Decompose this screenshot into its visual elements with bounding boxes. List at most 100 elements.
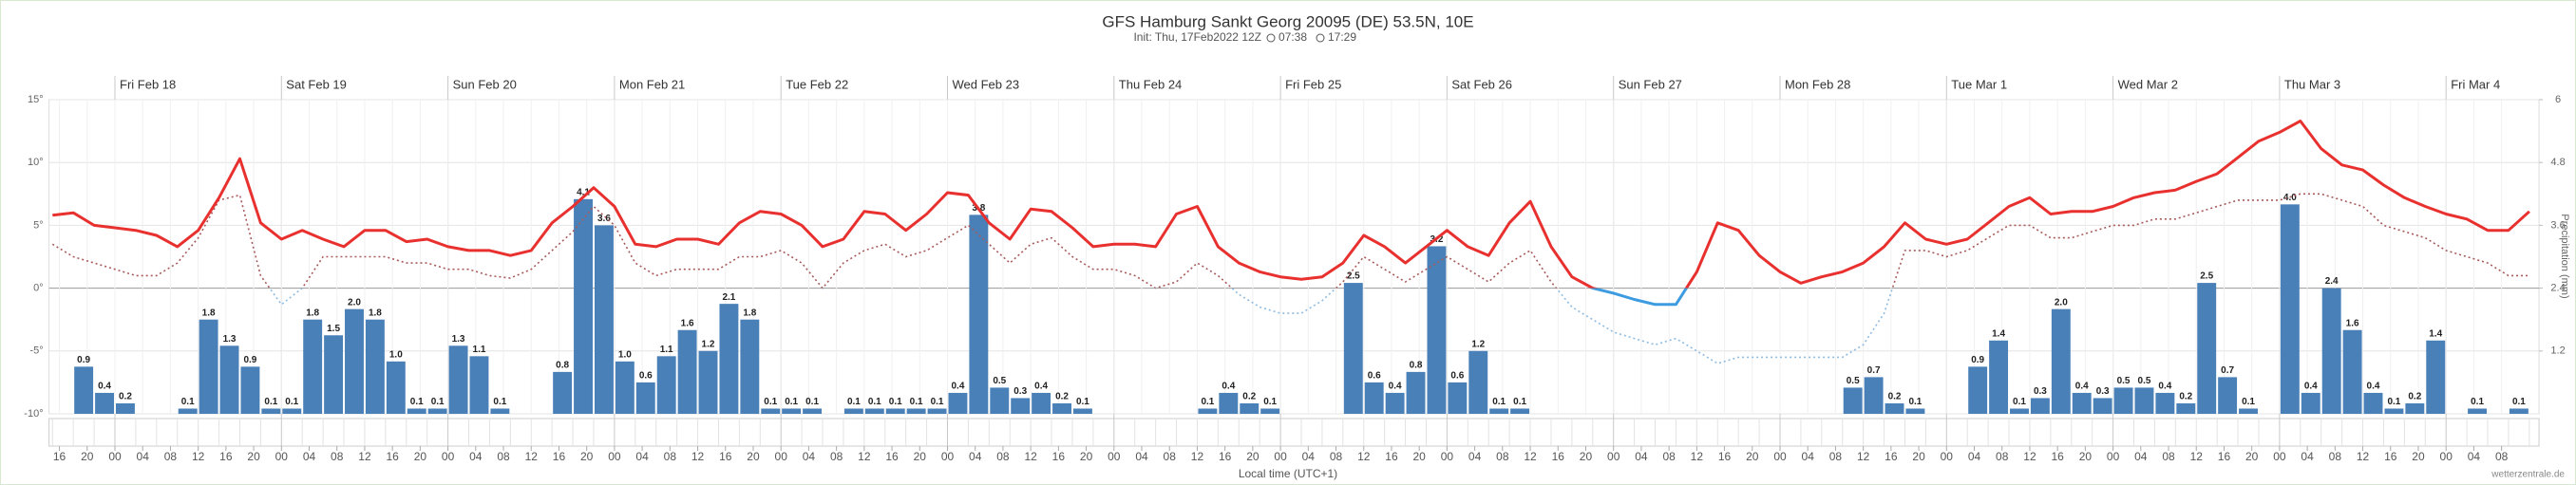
chart-title: GFS Hamburg Sankt Georg 20095 (DE) 53.5N… (1102, 12, 1473, 30)
hour-label: 12 (358, 450, 371, 463)
precip-bar (2405, 402, 2425, 414)
precip-bar (240, 366, 260, 414)
precip-label: 0.1 (2471, 397, 2484, 407)
credit: wetterzentrale.de (2491, 470, 2565, 480)
precip-bar (2051, 308, 2071, 414)
hour-label: 04 (635, 450, 649, 463)
precip-label: 0.5 (2117, 376, 2131, 386)
hour-label: 12 (1524, 450, 1537, 463)
precip-bar (2113, 387, 2133, 414)
hour-label: 08 (664, 450, 677, 463)
hour-label: 12 (691, 450, 705, 463)
precip-label: 0.2 (2179, 392, 2192, 402)
wind-row (48, 418, 2540, 447)
precip-label: 0.4 (1222, 382, 1235, 392)
precip-label: 0.1 (493, 397, 506, 407)
precip-bar (1989, 340, 2009, 414)
precip-bar (906, 408, 926, 414)
precip-label: 0.1 (2242, 397, 2255, 407)
precip-bar (2363, 392, 2383, 414)
precip-bar (1448, 382, 1468, 414)
precip-label: 3.6 (597, 214, 611, 224)
hour-label: 00 (275, 450, 289, 463)
hour-label: 12 (1357, 450, 1371, 463)
precip-bar (656, 356, 676, 414)
precip-label: 0.2 (2408, 392, 2421, 402)
hour-label: 12 (2357, 450, 2370, 463)
precip-label: 0.1 (868, 397, 881, 407)
precip-label: 0.3 (2096, 386, 2110, 397)
precip-bar (1843, 387, 1863, 414)
precip-bar (615, 361, 635, 414)
hour-label: 08 (1330, 450, 1343, 463)
precip-label: 0.7 (2221, 365, 2234, 376)
precip-bar (885, 408, 905, 414)
sunset-time: 17:29 (1328, 30, 1356, 44)
hour-label: 04 (2468, 450, 2481, 463)
y2-tick-label: 4.8 (2550, 157, 2565, 168)
y2-tick-label: 6 (2555, 94, 2561, 105)
hour-label: 20 (1912, 450, 1925, 463)
hour-label: 08 (1496, 450, 1509, 463)
precip-bar (2030, 398, 2050, 414)
sunrise-time: 07:38 (1279, 30, 1307, 44)
precip-label: 0.4 (2075, 382, 2089, 392)
precip-label: 0.1 (410, 397, 424, 407)
precip-bar (2176, 402, 2196, 414)
day-label: Sat Feb 19 (286, 77, 347, 91)
precip-label: 0.1 (1908, 397, 1922, 407)
precip-label: 0.5 (1847, 376, 1860, 386)
precip-bar (1489, 408, 1509, 414)
precip-label: 0.4 (1389, 382, 1402, 392)
hour-label: 16 (1552, 450, 1565, 463)
precip-bar (345, 308, 364, 414)
hour-label: 00 (1941, 450, 1954, 463)
hour-label: 20 (1080, 450, 1093, 463)
precip-label: 0.4 (2304, 382, 2318, 392)
precip-bar (2155, 392, 2175, 414)
precip-label: 0.1 (1201, 397, 1214, 407)
hour-label: 16 (2384, 450, 2397, 463)
precip-bar (864, 408, 884, 414)
precip-bar (2134, 387, 2154, 414)
y-tick-label: 10° (28, 157, 44, 168)
precip-label: 0.4 (98, 382, 111, 392)
y2-axis-title: Precipitation (mm) (2559, 214, 2570, 298)
hour-label: 20 (747, 450, 760, 463)
hour-label: 20 (2079, 450, 2093, 463)
hour-label: 16 (885, 450, 899, 463)
precip-bar (1905, 408, 1925, 414)
precip-bar (1260, 408, 1280, 414)
precip-bar (2342, 329, 2362, 414)
hour-label: 12 (1857, 450, 1870, 463)
hour-label: 00 (1607, 450, 1620, 463)
hour-label: 20 (2245, 450, 2259, 463)
hour-label: 00 (442, 450, 455, 463)
precip-bar (365, 319, 385, 414)
precip-bar (719, 304, 739, 414)
precip-label: 0.9 (243, 355, 256, 365)
hour-label: 08 (1164, 450, 1177, 463)
precip-bar (969, 215, 989, 414)
precip-bar (1011, 398, 1031, 414)
hour-label: 08 (164, 450, 178, 463)
hour-label: 00 (608, 450, 621, 463)
precip-bar (761, 408, 781, 414)
precip-bar (1864, 377, 1884, 414)
precip-bar (2010, 408, 2029, 414)
hour-label: 00 (1274, 450, 1287, 463)
y-tick-label: 5° (33, 219, 44, 231)
day-label: Wed Mar 2 (2118, 77, 2178, 91)
hour-label: 08 (497, 450, 510, 463)
precip-label: 1.8 (202, 308, 216, 318)
hour-label: 00 (1773, 450, 1787, 463)
precip-label: 0.1 (181, 397, 195, 407)
hour-label: 12 (1191, 450, 1204, 463)
hour-label: 00 (108, 450, 122, 463)
precip-label: 0.1 (431, 397, 445, 407)
precip-label: 0.1 (2387, 397, 2400, 407)
precip-bar (1072, 408, 1092, 414)
hour-label: 16 (553, 450, 566, 463)
hour-label: 16 (1385, 450, 1398, 463)
